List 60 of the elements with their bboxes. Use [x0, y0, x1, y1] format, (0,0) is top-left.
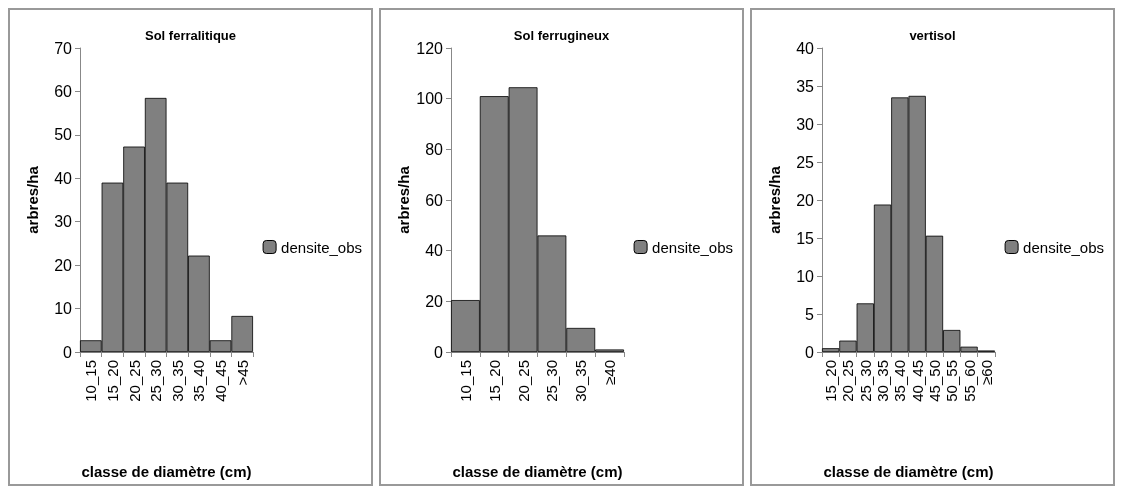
y-tick-label: 15 [796, 229, 815, 247]
y-tick-label: 120 [416, 39, 444, 57]
chart-title: Sol ferralitique [144, 28, 237, 43]
y-tick-label: 60 [425, 191, 444, 209]
y-tick-label: 25 [796, 153, 815, 171]
chart-title: vertisol [909, 28, 956, 43]
y-tick-label: 30 [796, 115, 815, 133]
x-tick-label: 35_40 [891, 360, 909, 402]
x-tick-label: 30_35 [874, 360, 892, 402]
y-tick-label: 40 [54, 169, 73, 187]
x-axis-title: classe de diamètre (cm) [81, 463, 252, 480]
x-tick-label: 50_55 [943, 360, 961, 402]
x-tick-label: 35_40 [190, 360, 208, 402]
x-tick-label: 20_25 [514, 360, 532, 402]
x-tick-label: 10_15 [82, 360, 100, 402]
x-tick-label: 20_25 [839, 360, 857, 402]
y-tick-label: 20 [425, 292, 444, 310]
x-tick-label: ≥40 [601, 360, 619, 385]
y-tick-label: 80 [425, 140, 444, 158]
y-tick-label: 20 [54, 256, 73, 274]
x-tick-label: 15_20 [822, 360, 840, 402]
x-tick-label: 30_35 [168, 360, 186, 402]
x-tick-label: >45 [233, 360, 251, 386]
x-axis-title: classe de diamètre (cm) [452, 463, 623, 480]
x-tick-label: 45_50 [925, 360, 943, 402]
y-axis-title: arbres/ha [24, 165, 41, 234]
y-axis-title: arbres/ha [766, 165, 783, 234]
y-tick-label: 70 [54, 39, 73, 57]
legend-label: densite_obs [652, 238, 734, 256]
y-tick-label: 60 [54, 82, 73, 100]
y-tick-label: 5 [805, 305, 815, 323]
y-tick-label: 30 [54, 213, 73, 231]
legend-label: densite_obs [1023, 238, 1105, 256]
y-tick-label: 0 [63, 343, 73, 361]
x-tick-label: 40_45 [212, 360, 230, 402]
y-tick-label: 40 [796, 39, 815, 57]
x-tick-label: 20_25 [125, 360, 143, 402]
x-tick-label: 40_45 [908, 360, 926, 402]
x-tick-label: ≥60 [977, 360, 995, 385]
x-tick-label: 25_30 [543, 360, 561, 402]
x-tick-label: 55_60 [960, 360, 978, 402]
y-tick-label: 10 [796, 267, 815, 285]
x-tick-label: 25_30 [147, 360, 165, 402]
x-tick-label: 10_15 [456, 360, 474, 402]
legend-label: densite_obs [281, 238, 363, 256]
y-tick-label: 0 [805, 343, 815, 361]
y-tick-label: 10 [54, 300, 73, 318]
x-axis-title: classe de diamètre (cm) [823, 463, 994, 480]
y-tick-label: 0 [434, 343, 444, 361]
y-tick-label: 50 [54, 126, 73, 144]
y-axis-title: arbres/ha [395, 165, 412, 234]
y-tick-label: 20 [796, 191, 815, 209]
x-tick-label: 30_35 [572, 360, 590, 402]
y-tick-label: 40 [425, 242, 444, 260]
x-tick-label: 15_20 [103, 360, 121, 402]
y-tick-label: 35 [796, 77, 815, 95]
x-tick-label: 15_20 [485, 360, 503, 402]
x-tick-label: 25_30 [856, 360, 874, 402]
chart-title: Sol ferrugineux [513, 28, 610, 43]
y-tick-label: 100 [416, 90, 444, 108]
